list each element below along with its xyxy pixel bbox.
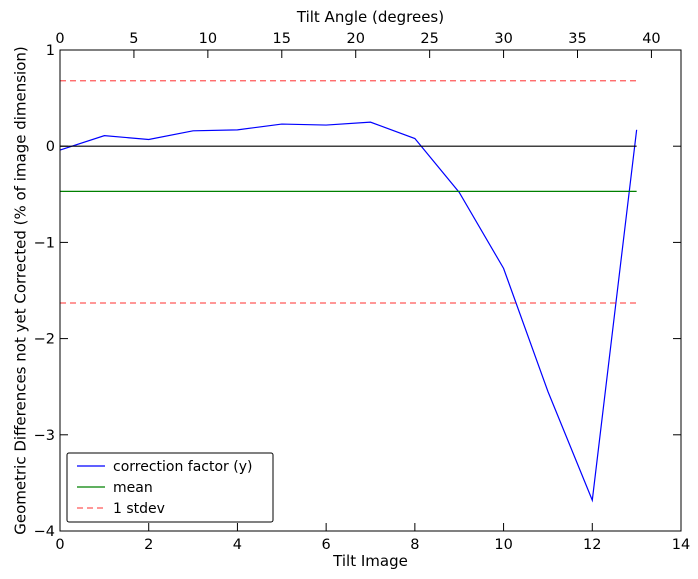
x-tick-label: 12 — [583, 537, 601, 553]
top-x-tick-label: 25 — [420, 31, 438, 47]
legend-label: 1 stdev — [113, 501, 165, 517]
legend: correction factor (y) mean 1 stdev — [66, 452, 274, 523]
y-tick-label: −3 — [34, 428, 55, 444]
x-tick-label: 8 — [410, 537, 419, 553]
y-tick-label: −2 — [34, 332, 55, 348]
plot-lines — [59, 80, 638, 503]
top-x-tick-label: 40 — [642, 31, 660, 47]
plot-frame — [59, 49, 682, 532]
x-tick-label: 14 — [672, 537, 690, 553]
x-tick-label: 6 — [322, 537, 331, 553]
y-tick-label: −1 — [34, 235, 55, 251]
x-axis-title: Tilt Image — [332, 552, 408, 570]
top-x-axis-title: Tilt Angle (degrees) — [296, 8, 444, 26]
legend-label: correction factor (y) — [113, 459, 252, 475]
top-x-tick-label: 0 — [55, 31, 64, 47]
series-line-correction-factor-y — [59, 121, 638, 503]
y-tick-label: 1 — [46, 43, 55, 59]
top-x-tick-label: 10 — [199, 31, 217, 47]
y-axis-title: Geometric Differences not yet Corrected … — [11, 46, 29, 535]
top-x-tick-label: 20 — [346, 31, 364, 47]
top-x-tick-label: 5 — [129, 31, 138, 47]
x-tick-label: 10 — [494, 537, 512, 553]
x-tick-label: 0 — [55, 537, 64, 553]
top-x-tick-label: 15 — [273, 31, 291, 47]
top-x-tick-label: 35 — [568, 31, 586, 47]
y-tick-label: 0 — [46, 139, 55, 155]
axis-ticks — [59, 49, 682, 532]
tick-labels: 0 2 4 6 8 10 12 140 5 10 15 20 25 30 35 40−4−3−2−101 — [34, 31, 691, 553]
top-x-tick-label: 30 — [494, 31, 512, 47]
y-tick-label: −4 — [34, 524, 55, 540]
x-tick-label: 4 — [233, 537, 242, 553]
legend-box — [66, 452, 274, 523]
legend-label: mean — [113, 480, 153, 496]
x-tick-label: 2 — [144, 537, 153, 553]
